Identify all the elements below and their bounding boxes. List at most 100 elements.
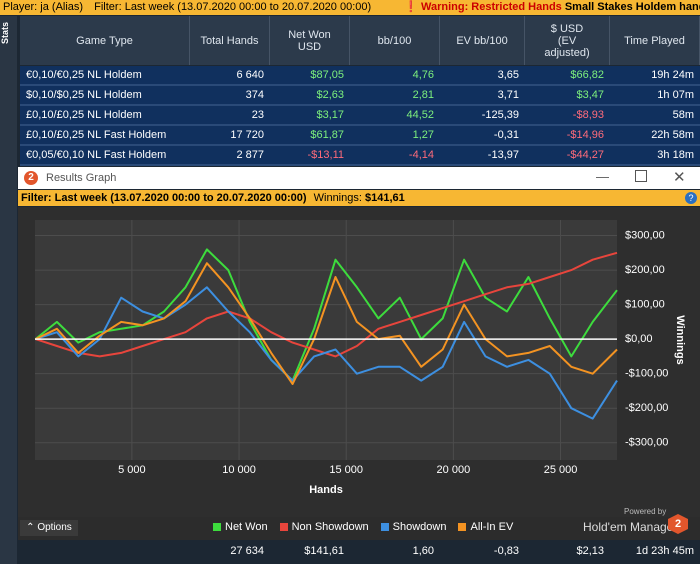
legend-label: Non Showdown <box>291 521 369 533</box>
options-button[interactable]: ⌃ Options <box>20 520 78 536</box>
table-cell: 19h 24m <box>610 66 700 86</box>
legend-item: Net Won <box>213 521 268 533</box>
column-header: Total Hands <box>190 16 270 65</box>
table-cell: 2 877 <box>190 146 270 166</box>
x-axis-label: Hands <box>309 484 343 496</box>
table-cell: 1h 07m <box>610 86 700 106</box>
graph-footer: ⌃ Options Net Won Non Showdown Showdown All… <box>18 507 700 540</box>
window-title-bar: 2 Results Graph — ✕ <box>18 167 700 189</box>
table-cell: $2,63 <box>270 86 350 106</box>
legend-item: Showdown <box>380 521 447 533</box>
warning-text: Warning: Restricted Hands <box>421 1 562 13</box>
window-title: Results Graph <box>46 172 117 184</box>
table-cell: $87,05 <box>270 66 350 86</box>
warning: ❗ Warning: Restricted Hands <box>404 1 562 13</box>
series-line <box>35 286 618 420</box>
help[interactable]: ? <box>685 192 697 204</box>
legend-label: Showdown <box>392 521 447 533</box>
minimize[interactable]: — <box>596 169 609 184</box>
y-axis-label: Winnings <box>674 315 686 364</box>
table-cell: 3h 18m <box>610 146 700 166</box>
y-tick-label: -$200,00 <box>625 402 668 414</box>
table-cell: -$8,93 <box>525 106 610 126</box>
table-cell: -125,39 <box>440 106 525 126</box>
table-cell: 2,81 <box>350 86 440 106</box>
brand-logo: 2 <box>668 514 688 534</box>
table-cell: -0,31 <box>440 126 525 146</box>
legend-swatch <box>380 523 389 531</box>
table-cell: 17 720 <box>190 126 270 146</box>
warning-detail: Small Stakes Holdem hands only ($.50 NL,… <box>564 1 700 13</box>
player: Player: ja (Alias) <box>3 1 84 13</box>
game-type: £0,10/£0,25 NL Holdem <box>20 106 190 126</box>
winnings: $141,61 <box>364 192 405 204</box>
column-header: Time Played <box>610 16 700 65</box>
legend-swatch <box>279 523 288 531</box>
y-tick-label: $100,00 <box>625 299 665 311</box>
table-cell: 22h 58m <box>610 126 700 146</box>
totals-row: 27 634 $141,61 1,60 -0,83 $2,13 1d 23h 45m <box>18 541 700 564</box>
total-cell: -0,83 <box>493 545 519 557</box>
y-tick-label: -$300,00 <box>625 437 668 449</box>
graph-filter-bar: Filter: Last week (13.07.2020 00:00 to 2… <box>18 190 700 206</box>
app-icon: 2 <box>24 171 38 185</box>
x-tick-label: 5 000 <box>118 464 146 476</box>
filter: Filter: Last week (13.07.2020 00:00 to 2… <box>94 1 372 13</box>
table-cell: 1,27 <box>350 126 440 146</box>
top-bar: Player: ja (Alias) Filter: Last week (13… <box>0 0 700 15</box>
table-cell: $3,17 <box>270 106 350 126</box>
maximize[interactable] <box>635 170 647 182</box>
side-tab[interactable]: Stats <box>0 16 17 564</box>
x-tick-label: 25 000 <box>544 464 578 476</box>
y-tick-label: $300,00 <box>625 229 665 241</box>
column-header: bb/100 <box>350 16 440 65</box>
chart: $300,00 $200,00 $100,00 $0,00 -$100,00 -$200,… <box>18 207 700 517</box>
table-cell: 58m <box>610 106 700 126</box>
legend-label: Net Won <box>225 521 268 533</box>
column-header: $ USD (EV adjusted) <box>525 16 610 65</box>
legend-item: Non Showdown <box>279 521 369 533</box>
legend-label: All-In EV <box>470 521 514 533</box>
y-tick-label: $200,00 <box>625 264 665 276</box>
series-line <box>34 248 618 382</box>
table-cell: 3,71 <box>440 86 525 106</box>
legend-swatch <box>458 523 467 531</box>
table-cell: -$44,27 <box>525 146 610 166</box>
table-cell: 23 <box>190 106 270 126</box>
table-cell: -13,97 <box>440 146 525 166</box>
close[interactable]: ✕ <box>673 169 686 186</box>
legend-swatch <box>213 523 221 531</box>
options-label: Options <box>37 522 72 533</box>
x-tick-label: 20 000 <box>437 464 471 476</box>
graph-filter: Filter: Last week (13.07.2020 00:00 to 2… <box>21 192 307 204</box>
total-cell: 1d 23h 45m <box>635 545 694 557</box>
table-cell: 3,65 <box>440 66 525 86</box>
total-cell: $2,13 <box>576 545 604 557</box>
table-cell: -$13,11 <box>270 146 350 166</box>
column-header: EV bb/100 <box>440 16 525 65</box>
column-header: Game Type <box>20 16 190 65</box>
total-cell: 1,60 <box>412 545 434 557</box>
powered-by: Powered by <box>624 507 667 516</box>
total-cell: $141,61 <box>304 545 344 557</box>
game-type: £0,10/£0,25 NL Fast Holdem <box>20 126 190 146</box>
total-cell: 27 634 <box>230 545 264 557</box>
winnings-label: Winnings: <box>313 192 362 204</box>
table-cell: 44,52 <box>350 106 440 126</box>
x-tick-label: 15 000 <box>329 464 363 476</box>
game-type: €0,05/€0,10 NL Fast Holdem <box>20 146 190 166</box>
table-cell: $61,87 <box>270 126 350 146</box>
legend: Net Won Non Showdown Showdown All-In EV <box>213 521 513 533</box>
table-cell: 4,76 <box>350 66 440 86</box>
table-cell: 374 <box>190 86 270 106</box>
y-tick-label: $0,00 <box>625 333 653 345</box>
side-tab-label: Stats <box>0 21 11 45</box>
table-cell: 6 640 <box>190 66 270 86</box>
table-cell: -$14,96 <box>525 126 610 146</box>
brand: Hold'em Manager <box>583 520 678 534</box>
column-header: Net Won USD <box>270 16 350 65</box>
game-type: €0,10/€0,25 NL Holdem <box>20 66 190 86</box>
plot-area <box>35 220 617 460</box>
game-type: $0,10/$0,25 NL Holdem <box>20 86 190 106</box>
